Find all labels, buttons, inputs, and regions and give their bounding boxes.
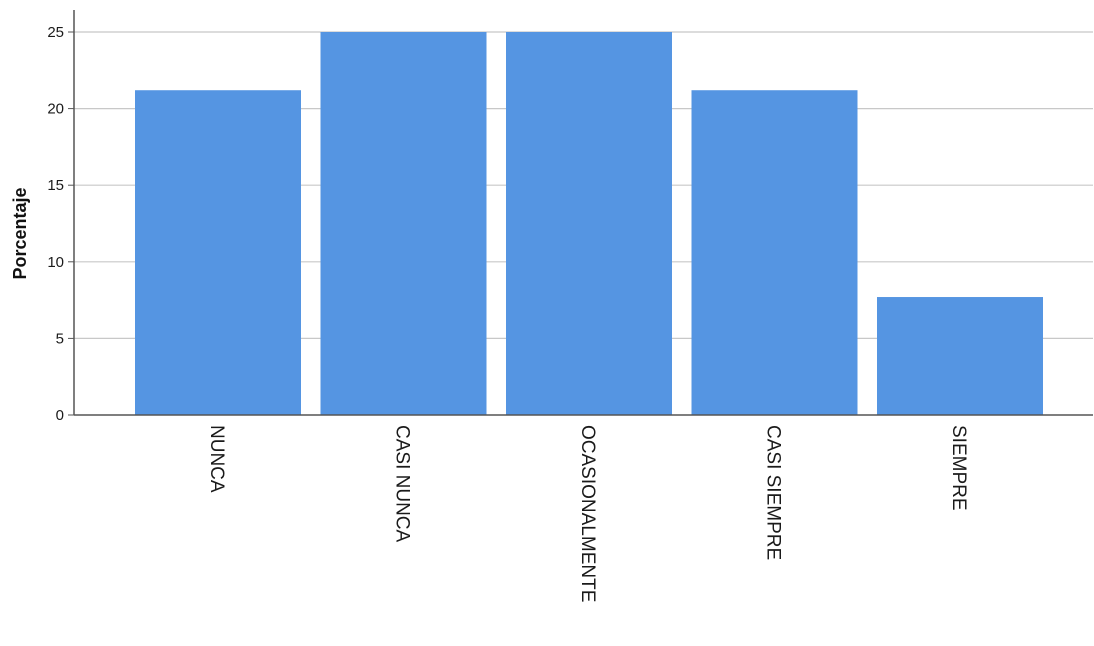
x-category-label: CASI SIEMPRE xyxy=(763,425,784,560)
y-tick-label: 10 xyxy=(47,254,64,271)
y-axis-title: Porcentaje xyxy=(10,187,30,279)
bar-casi-siempre xyxy=(691,90,858,415)
y-tick-label: 25 xyxy=(47,24,64,41)
y-axis-ticks: 0 5 10 15 20 25 xyxy=(47,24,74,424)
y-tick-label: 20 xyxy=(47,101,64,118)
bar-siempre xyxy=(877,297,1043,415)
x-axis-categories: NUNCA CASI NUNCA OCASIONALMENTE CASI SIEMPR… xyxy=(206,425,969,602)
x-category-label: NUNCA xyxy=(206,425,227,493)
x-category-label: OCASIONALMENTE xyxy=(577,425,598,602)
y-tick-label: 5 xyxy=(56,330,64,347)
y-tick-label: 0 xyxy=(56,407,64,424)
x-category-label: SIEMPRE xyxy=(948,425,969,511)
bar-nunca xyxy=(135,90,301,415)
bars xyxy=(135,32,1043,415)
y-tick-label: 15 xyxy=(47,177,64,194)
bar-ocasionalmente xyxy=(506,32,672,415)
x-category-label: CASI NUNCA xyxy=(392,425,413,543)
bar-casi-nunca xyxy=(320,32,487,415)
